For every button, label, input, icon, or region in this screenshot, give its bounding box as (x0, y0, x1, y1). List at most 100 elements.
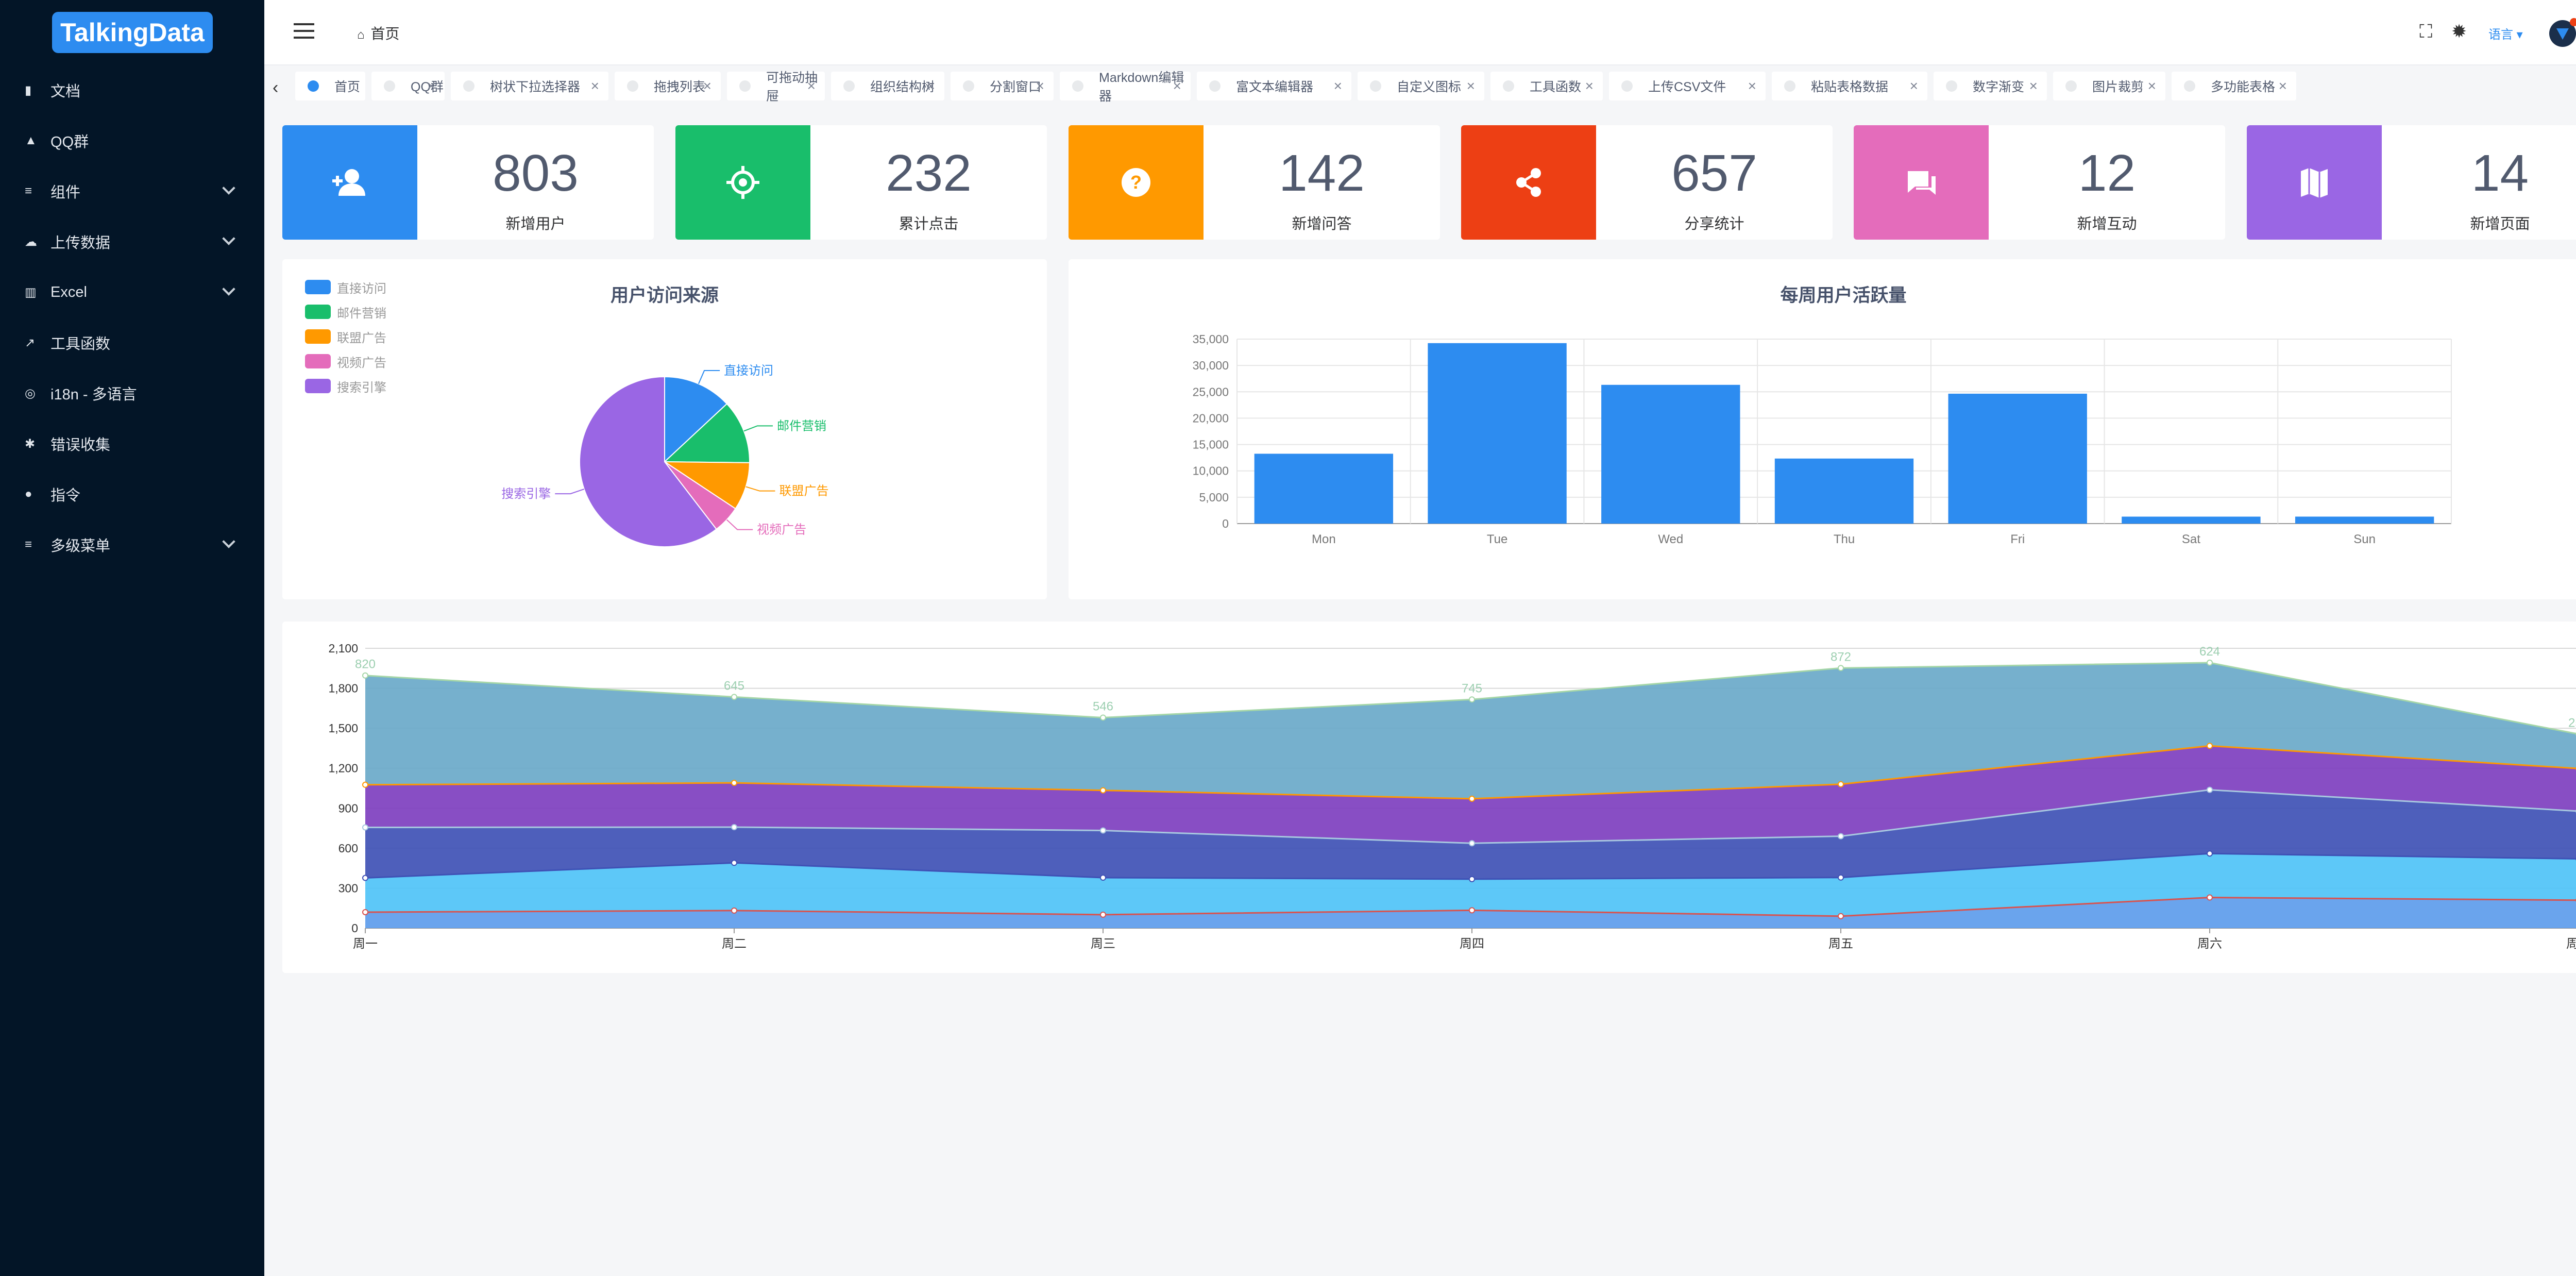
tab[interactable]: 图片裁剪 × (2053, 72, 2165, 100)
tab[interactable]: 上传CSV文件 × (1609, 72, 1766, 100)
menu-toggle-icon[interactable] (294, 23, 314, 39)
fullscreen-icon[interactable]: ⛶ (2419, 21, 2433, 42)
close-icon[interactable]: × (703, 78, 711, 94)
sidebar-item[interactable]: ▲ QQ群 (0, 115, 264, 166)
bar[interactable] (2295, 516, 2434, 524)
area-point[interactable] (731, 907, 737, 914)
chevron-down-icon (222, 181, 235, 195)
tab[interactable]: 首页 (295, 72, 365, 100)
area-point[interactable] (1469, 795, 1475, 802)
area-point[interactable] (1100, 911, 1106, 918)
tab[interactable]: 粘贴表格数据 × (1772, 72, 1927, 100)
area-point[interactable] (1838, 874, 1844, 881)
area-point[interactable] (1100, 875, 1106, 881)
sidebar-item[interactable]: ● 指令 (0, 469, 264, 519)
area-point[interactable] (1469, 840, 1475, 847)
close-icon[interactable]: × (1466, 78, 1475, 94)
tab[interactable]: 工具函数 × (1490, 72, 1603, 100)
area-point[interactable] (2207, 743, 2213, 749)
area-point[interactable] (731, 824, 737, 831)
close-icon[interactable]: × (1585, 78, 1594, 94)
area-point[interactable] (731, 780, 737, 786)
area-point[interactable] (2207, 786, 2213, 793)
tab[interactable]: 分割窗口 × (951, 72, 1054, 100)
area-point[interactable] (1100, 714, 1106, 721)
tab[interactable]: 富文本编辑器 × (1197, 72, 1351, 100)
close-icon[interactable]: × (1909, 78, 1918, 94)
bug-icon[interactable]: ✹ (2451, 21, 2467, 42)
tab[interactable]: 拖拽列表 × (615, 72, 721, 100)
area-point[interactable] (362, 824, 368, 831)
area-point[interactable] (731, 860, 737, 866)
area-point[interactable] (1838, 913, 1844, 919)
sidebar-item[interactable]: ☁ 上传数据 (0, 216, 264, 267)
close-icon[interactable]: × (2278, 78, 2287, 94)
tab-status-dot (1370, 80, 1381, 92)
bar[interactable] (1254, 454, 1394, 524)
tab[interactable]: 多功能表格 × (2172, 72, 2296, 100)
bar[interactable] (2122, 516, 2261, 524)
legend-item[interactable]: 邮件营销 (305, 305, 386, 321)
area-point[interactable] (1469, 876, 1475, 882)
sidebar-item[interactable]: ↗ 工具函数 (0, 317, 264, 368)
avatar[interactable] (2549, 18, 2576, 47)
bar[interactable] (1601, 384, 1740, 524)
area-point[interactable] (1838, 665, 1844, 671)
area-point[interactable] (362, 909, 368, 915)
close-icon[interactable]: × (1748, 78, 1756, 94)
area-point[interactable] (2207, 850, 2213, 857)
sidebar-item[interactable]: ◎ i18n - 多语言 (0, 368, 264, 418)
area-point[interactable] (731, 694, 737, 700)
tab-status-dot (2184, 80, 2195, 92)
area-point[interactable] (1838, 781, 1844, 787)
close-icon[interactable]: × (1333, 78, 1342, 94)
tab[interactable]: 树状下拉选择器 × (451, 72, 608, 100)
logo[interactable]: TalkingData (52, 12, 213, 53)
area-point[interactable] (1838, 833, 1844, 840)
close-icon[interactable]: × (2147, 78, 2156, 94)
sidebar-item[interactable]: ≡ 组件 (0, 166, 264, 216)
tab-status-dot (739, 80, 751, 92)
close-icon[interactable]: × (807, 78, 816, 94)
close-icon[interactable]: × (926, 78, 935, 94)
tab[interactable]: 数字渐变 × (1934, 72, 2047, 100)
tab-scroll-left-icon[interactable]: ‹ (273, 78, 279, 97)
tab[interactable]: Markdown编辑器 × (1060, 71, 1191, 104)
pie-slice[interactable] (664, 376, 728, 463)
area-point[interactable] (1100, 787, 1106, 794)
tab[interactable]: QQ群 × (371, 72, 445, 100)
area-point[interactable] (362, 875, 368, 881)
legend-item[interactable]: 视频广告 (305, 354, 386, 370)
bar[interactable] (1948, 393, 2087, 524)
sidebar-item[interactable]: ≡ 多级菜单 (0, 519, 264, 570)
sidebar-item[interactable]: ✱ 错误收集 (0, 418, 264, 469)
sidebar-item-label: i18n - 多语言 (50, 387, 137, 403)
area-point[interactable] (1100, 827, 1106, 834)
area-x-tick: 周四 (1460, 937, 1484, 951)
language-dropdown[interactable]: 语言 ▾ (2488, 28, 2523, 42)
area-point[interactable] (362, 672, 368, 679)
legend-item[interactable]: 直接访问 (305, 280, 386, 296)
close-icon[interactable]: × (1173, 78, 1181, 94)
close-icon[interactable]: × (1036, 78, 1044, 94)
area-point[interactable] (1469, 907, 1475, 914)
pie-slice[interactable] (663, 461, 751, 510)
sidebar-item[interactable]: ▮ 文档 (0, 65, 264, 115)
sidebar-item[interactable]: ▥ Excel (0, 267, 264, 317)
bar[interactable] (1428, 343, 1567, 524)
area-point[interactable] (2207, 659, 2213, 666)
area-point[interactable] (362, 781, 368, 788)
pie-slice[interactable] (579, 376, 717, 547)
bar[interactable] (1774, 458, 1914, 524)
tab[interactable]: 自定义图标 × (1358, 72, 1484, 100)
legend-item[interactable]: 搜索引擎 (305, 379, 386, 395)
tab[interactable]: 组织结构树 × (831, 72, 944, 100)
close-icon[interactable]: × (2029, 78, 2038, 94)
close-icon[interactable]: × (427, 78, 435, 94)
area-point[interactable] (1469, 696, 1475, 703)
area-point[interactable] (2207, 894, 2213, 901)
area-x-tick: 周一 (353, 937, 378, 951)
legend-item[interactable]: 联盟广告 (305, 329, 386, 345)
tab[interactable]: 可拖动抽屉 × (727, 71, 825, 104)
close-icon[interactable]: × (590, 78, 599, 94)
